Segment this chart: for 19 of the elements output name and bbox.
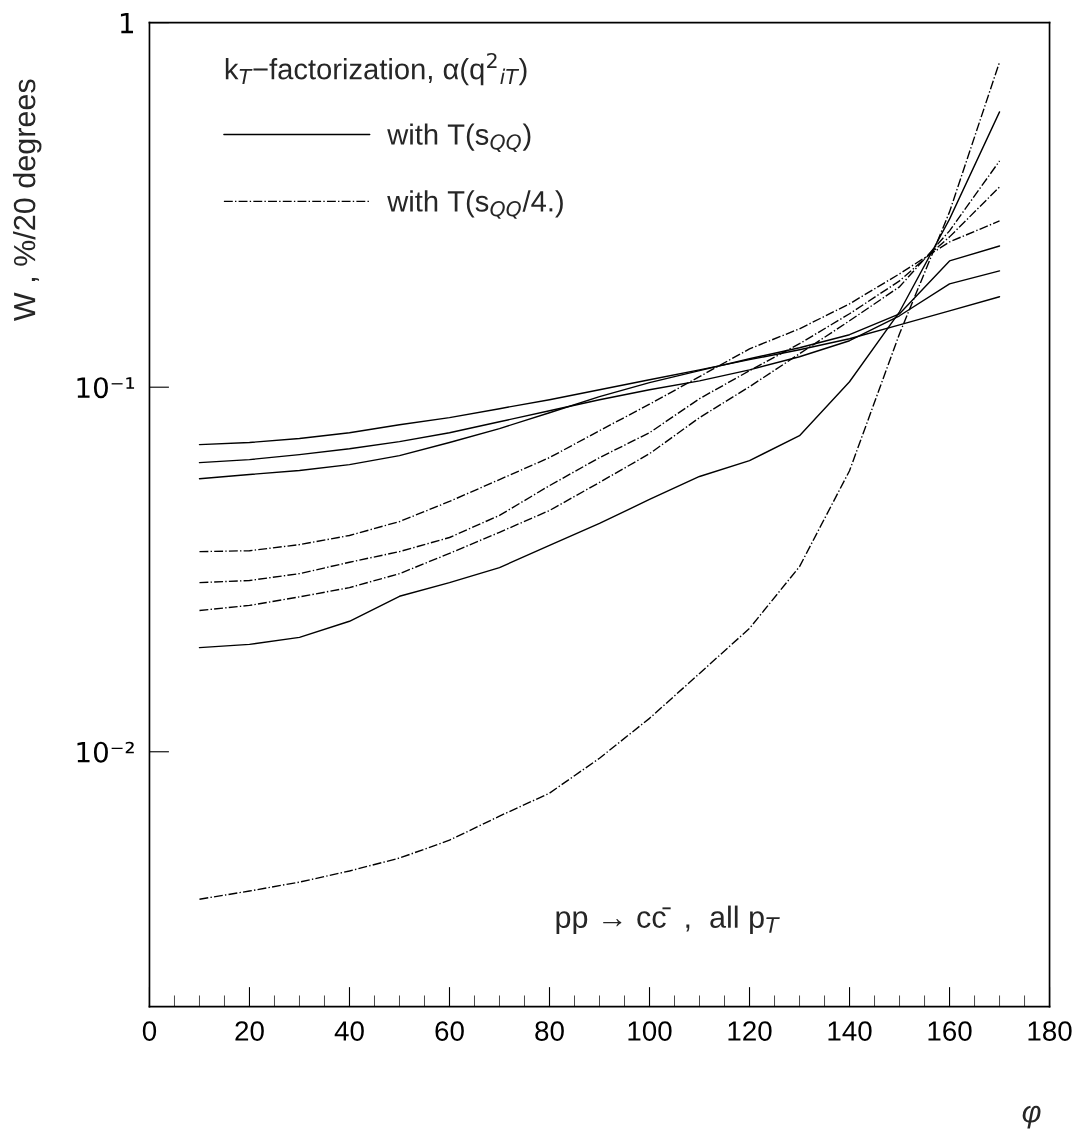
legend-title: k$_{T}$−factorization, α(q$^{2}$$_{iT}$) [225,52,527,86]
legend-label: with T(s$_{QQ}$/4.) [387,190,563,219]
x-tick-label: 100 [628,1021,672,1041]
x-tick-label: 80 [535,1021,564,1041]
x-tick-label: 40 [334,1021,364,1041]
y-tick-label: 1 [120,12,134,34]
x-tick-label: 120 [728,1021,772,1041]
x-tick-label: 20 [235,1021,264,1041]
x-tick-label: 60 [435,1021,464,1041]
annotation: pp → cc̄ , all p$_{T}$ [556,905,780,935]
x-tick-label: 0 [142,1021,157,1041]
x-tick-label: 140 [828,1021,872,1041]
x-tick-label: 160 [928,1021,972,1041]
y-axis-title: W , %/20 degrees [12,79,42,322]
y-tick-label: 10⁻¹ [77,377,135,399]
y-tick-label: 10⁻² [77,741,134,763]
x-axis-title: φ [1022,1105,1041,1129]
x-tick-label: 180 [1028,1021,1072,1041]
legend-label: with T(s$_{QQ}$) [387,123,531,153]
